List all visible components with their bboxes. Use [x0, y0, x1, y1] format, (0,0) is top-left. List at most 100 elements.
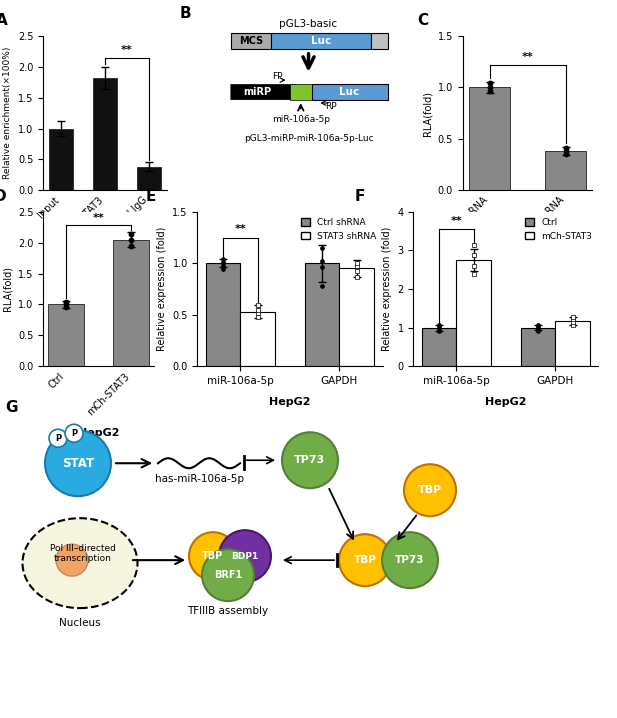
Point: [352, 266, 362, 277]
Text: BDP1: BDP1: [231, 551, 259, 561]
Text: E: E: [146, 189, 156, 204]
Bar: [93, 78, 117, 190]
Bar: [241, 312, 275, 366]
Text: D: D: [0, 189, 6, 204]
Point: [568, 311, 578, 322]
Point: [561, 142, 571, 154]
Point: [434, 325, 444, 337]
Text: P: P: [71, 429, 77, 438]
Text: has-miR-106a-5p: has-miR-106a-5p: [155, 474, 244, 484]
Point: [352, 258, 362, 269]
Point: [568, 317, 578, 328]
Text: C: C: [417, 13, 429, 28]
Point: [484, 82, 494, 93]
Text: F: F: [354, 189, 365, 204]
Legend: Ctrl shRNA, STAT3 shRNA: Ctrl shRNA, STAT3 shRNA: [299, 216, 378, 243]
Bar: [521, 327, 555, 366]
Bar: [469, 88, 510, 190]
Bar: [305, 264, 339, 366]
Text: **: **: [121, 45, 133, 55]
Y-axis label: Relative enrichment(×100%): Relative enrichment(×100%): [4, 47, 12, 180]
Bar: [206, 264, 241, 366]
Text: TP73: TP73: [395, 555, 424, 565]
Point: [561, 146, 571, 157]
Text: Nucleus: Nucleus: [59, 618, 101, 628]
Point: [317, 261, 327, 273]
Legend: Ctrl, mCh-STAT3: Ctrl, mCh-STAT3: [523, 216, 594, 243]
Text: TBP: TBP: [202, 551, 223, 561]
Circle shape: [339, 534, 391, 586]
Circle shape: [282, 432, 338, 488]
Point: [561, 149, 571, 160]
Point: [253, 299, 263, 311]
Text: Pol III–directed: Pol III–directed: [50, 544, 116, 553]
Text: **: **: [450, 216, 462, 226]
Point: [218, 253, 228, 265]
Text: TBP: TBP: [418, 485, 442, 495]
Point: [568, 319, 578, 330]
Text: miR-106a-5p: miR-106a-5p: [271, 115, 329, 124]
X-axis label: HepG2: HepG2: [269, 397, 311, 407]
Circle shape: [45, 430, 111, 496]
Text: **: **: [521, 52, 534, 62]
Text: MCS: MCS: [239, 36, 263, 46]
Y-axis label: Relative expression (fold): Relative expression (fold): [382, 227, 392, 351]
Point: [317, 280, 327, 292]
Point: [352, 261, 362, 272]
Point: [533, 320, 543, 331]
Circle shape: [49, 429, 67, 447]
Y-axis label: RLA(fold): RLA(fold): [422, 90, 432, 136]
Bar: [422, 327, 457, 366]
Point: [218, 256, 228, 268]
Bar: [48, 304, 84, 366]
Circle shape: [219, 530, 271, 582]
Point: [469, 249, 479, 261]
Point: [218, 260, 228, 271]
Point: [533, 323, 543, 335]
Circle shape: [189, 532, 237, 580]
Text: STAT: STAT: [62, 457, 94, 470]
Text: TP73: TP73: [294, 455, 326, 465]
FancyBboxPatch shape: [371, 32, 389, 49]
Point: [434, 323, 444, 335]
Bar: [49, 129, 73, 190]
Bar: [457, 260, 491, 366]
Circle shape: [404, 465, 456, 516]
Point: [317, 256, 327, 267]
Text: BRF1: BRF1: [214, 570, 242, 580]
Point: [533, 321, 543, 332]
X-axis label: HepG2: HepG2: [78, 428, 120, 438]
Circle shape: [382, 532, 438, 588]
Point: [484, 78, 494, 89]
X-axis label: HepG2: HepG2: [84, 240, 126, 249]
Point: [469, 260, 479, 271]
Point: [61, 299, 71, 310]
Text: TFIIIB assembly: TFIIIB assembly: [188, 606, 268, 616]
Point: [533, 325, 543, 337]
Point: [469, 269, 479, 280]
Text: P: P: [55, 434, 61, 443]
Point: [434, 320, 444, 331]
Point: [126, 228, 136, 240]
Text: Luc: Luc: [339, 87, 360, 97]
Point: [126, 240, 136, 251]
FancyArrow shape: [231, 84, 308, 100]
Ellipse shape: [22, 518, 138, 608]
Point: [352, 271, 362, 282]
Circle shape: [202, 549, 254, 601]
X-axis label: HepG2: HepG2: [507, 259, 549, 269]
Point: [218, 264, 228, 275]
Point: [317, 242, 327, 253]
Text: Luc: Luc: [310, 36, 331, 46]
Y-axis label: RLA(fold): RLA(fold): [2, 266, 12, 312]
Text: A: A: [0, 13, 8, 28]
FancyBboxPatch shape: [271, 32, 371, 49]
Text: TBP: TBP: [354, 555, 376, 565]
Text: **: **: [93, 213, 105, 223]
Point: [484, 85, 494, 97]
Circle shape: [56, 544, 88, 576]
Text: B: B: [180, 6, 191, 21]
Point: [253, 307, 263, 318]
Point: [253, 311, 263, 322]
Text: transcription: transcription: [54, 554, 112, 563]
